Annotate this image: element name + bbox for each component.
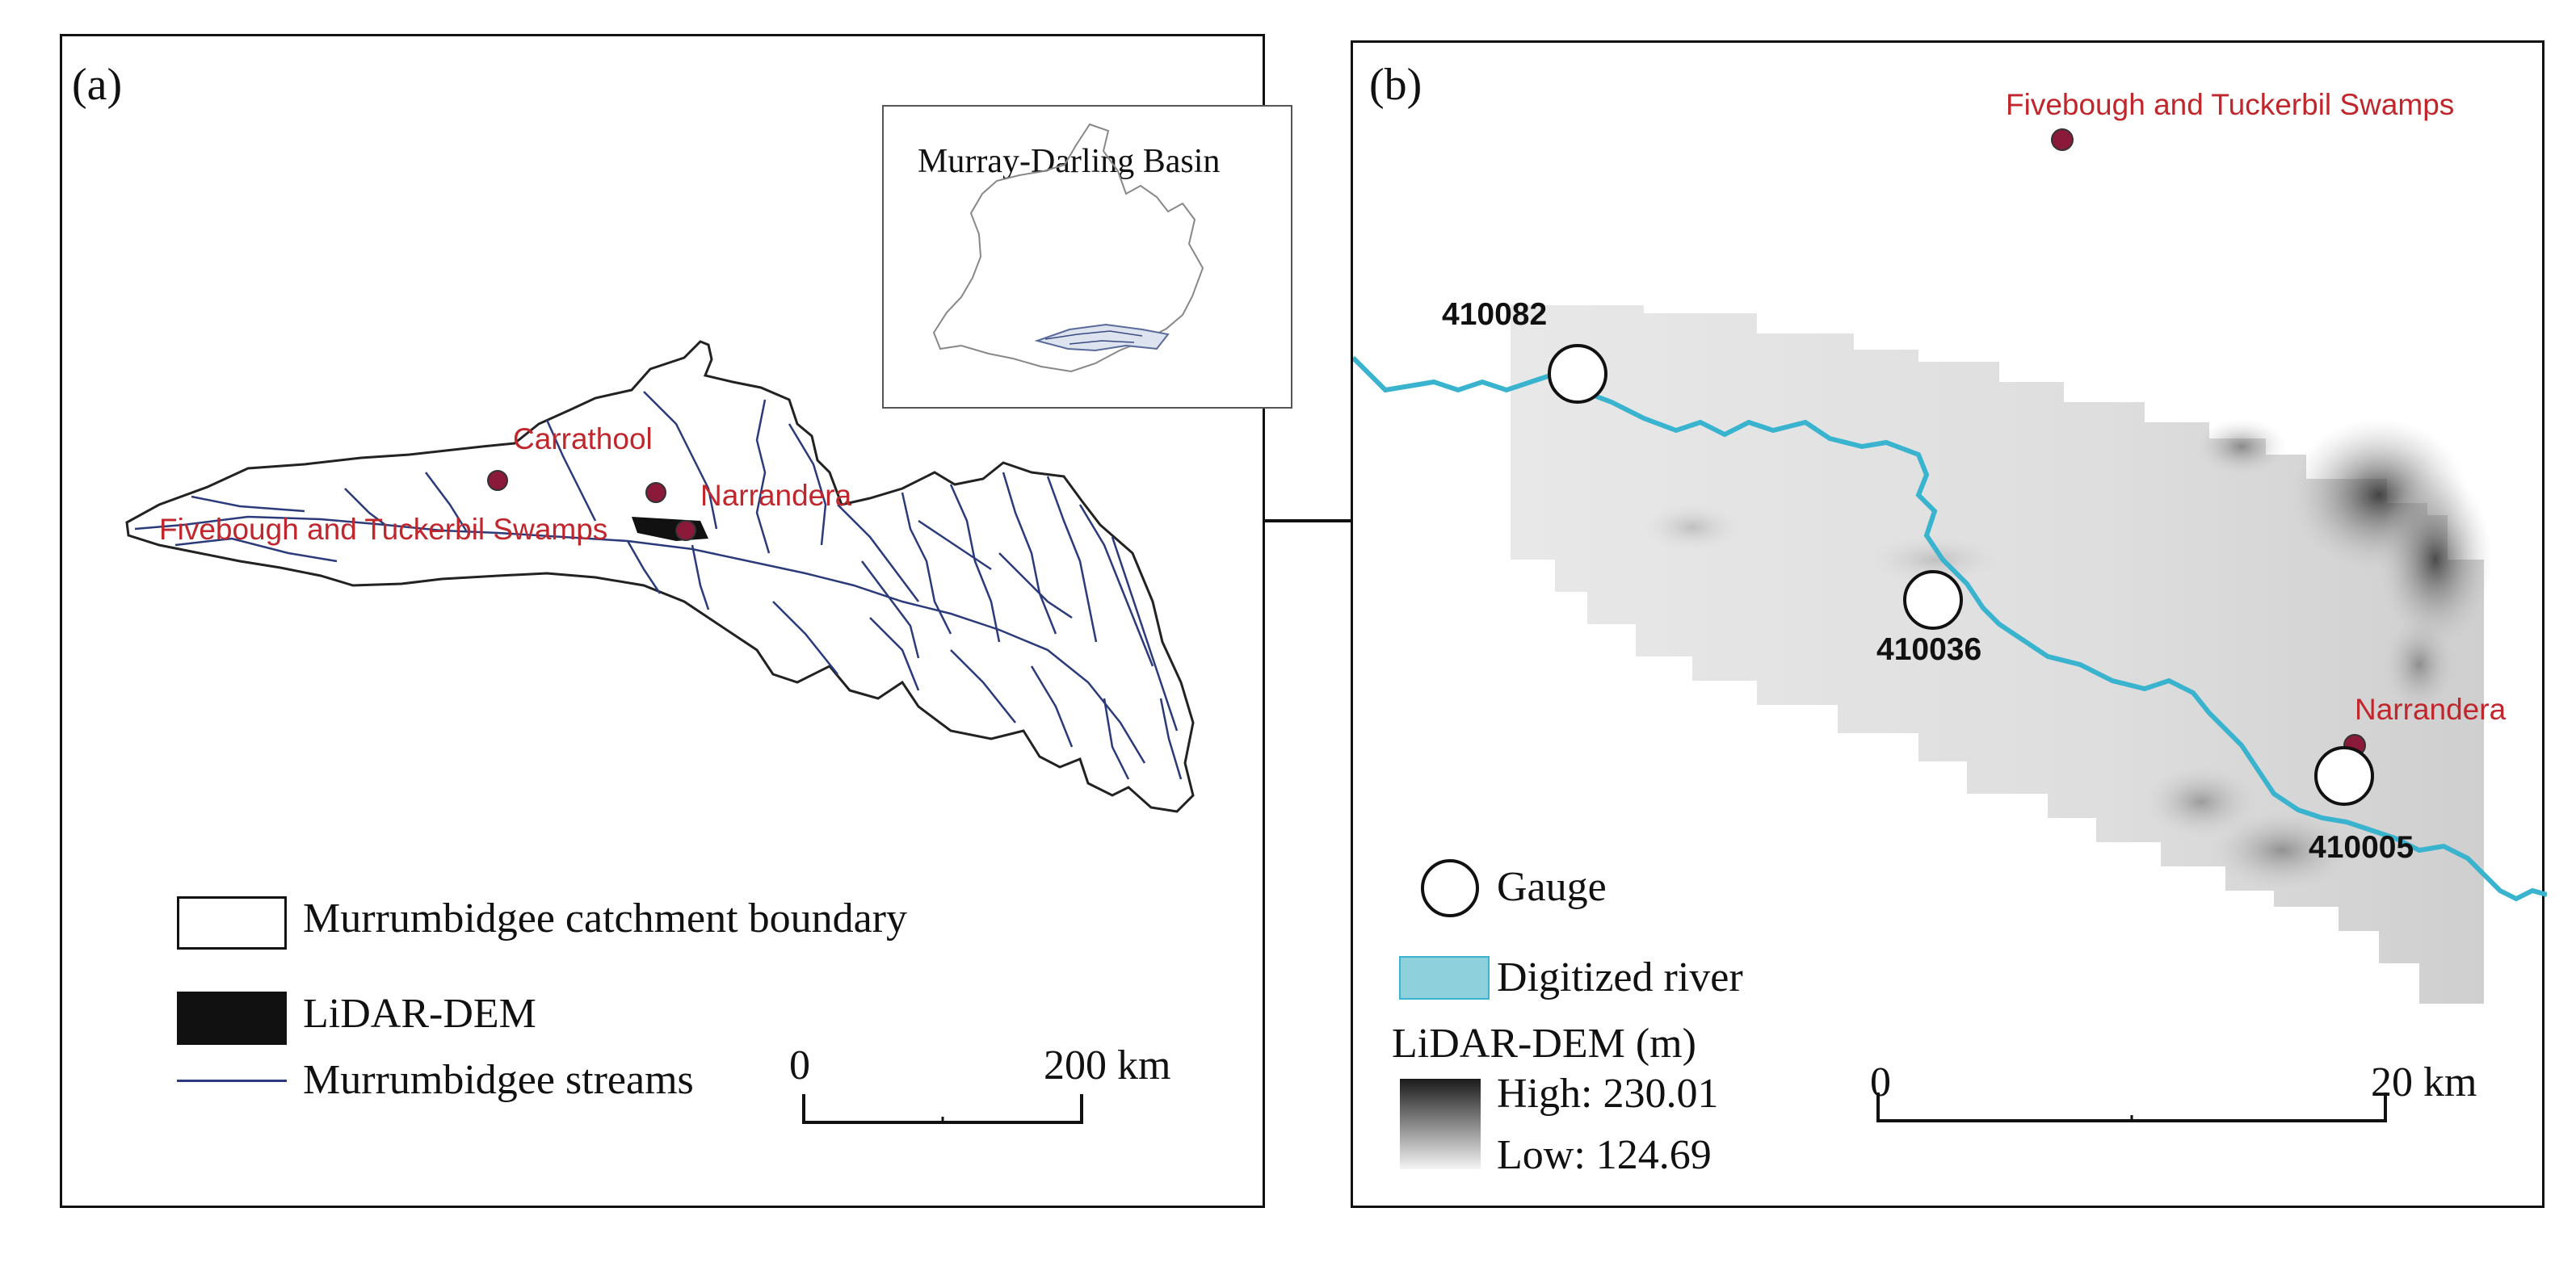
legend-catchment-label: Murrumbidgee catchment boundary: [303, 895, 907, 942]
panel-a-label: (a): [72, 60, 123, 110]
gauge-label-410082: 410082: [1442, 297, 1548, 332]
dem-map: [1353, 128, 2547, 1169]
river-legend-swatch: [1399, 956, 1490, 1000]
scale-b-end: 20 km: [2371, 1059, 2477, 1105]
catchment-boundary-swatch: [177, 896, 287, 950]
catchment-boundary: [125, 340, 1195, 813]
swamps-label-b: Fivebough and Tuckerbil Swamps: [2006, 88, 2455, 121]
lidar-dem-swatch: [177, 992, 287, 1045]
gauge-410005: [2314, 746, 2374, 806]
panel-b-label: (b): [1369, 60, 1422, 110]
narrandera-label: Narrandera: [700, 479, 852, 512]
narrandera-label-b: Narrandera: [2355, 693, 2507, 726]
murray-darling-basin-outline: [932, 123, 1204, 373]
legend-streams-label: Murrumbidgee streams: [303, 1057, 694, 1103]
scale-a-start: 0: [789, 1042, 810, 1088]
carrathool-dot: [487, 470, 508, 491]
carrathool-label: Carrathool: [513, 422, 653, 455]
scale-b-start: 0: [1870, 1059, 1891, 1105]
legend-gauge-label: Gauge: [1497, 864, 1607, 910]
panel-b-dem-map: (b): [1351, 40, 2547, 1208]
swamps-label: Fivebough and Tuckerbil Swamps: [159, 513, 608, 546]
gauge-label-410005: 410005: [2309, 830, 2414, 865]
inset-map-frame: Murray-Darling Basin: [882, 105, 1292, 409]
gauge-410082: [1548, 344, 1607, 404]
panel-a-catchment-map: (a) Murray-Darling Basin: [60, 34, 1292, 1208]
scale-a-end: 200 km: [1044, 1042, 1171, 1088]
inset-title: Murray-Darling Basin: [918, 143, 1221, 180]
narrandera-dot: [645, 482, 666, 503]
legend-river-label: Digitized river: [1497, 954, 1743, 1000]
gauge-label-410036: 410036: [1876, 632, 1982, 667]
legend-dem-title: LiDAR-DEM (m): [1392, 1021, 1696, 1067]
scale-bar-a: [802, 1094, 1083, 1124]
dem-legend-gradient: [1400, 1079, 1481, 1169]
gauge-410036: [1903, 570, 1963, 630]
legend-dem-low: Low: 124.69: [1497, 1132, 1712, 1178]
streams-swatch: [177, 1080, 287, 1082]
swamps-dot-b: [2051, 128, 2074, 151]
murrumbidgee-catchment-map: [125, 340, 1195, 813]
legend-lidar-label: LiDAR-DEM: [303, 991, 536, 1037]
lidar-dem-raster: [1511, 305, 2484, 1004]
legend-dem-high: High: 230.01: [1497, 1071, 1719, 1117]
murrumbidgee-streams: [134, 391, 1183, 780]
gauge-legend-symbol: [1421, 859, 1479, 917]
swamps-dot: [675, 520, 696, 541]
